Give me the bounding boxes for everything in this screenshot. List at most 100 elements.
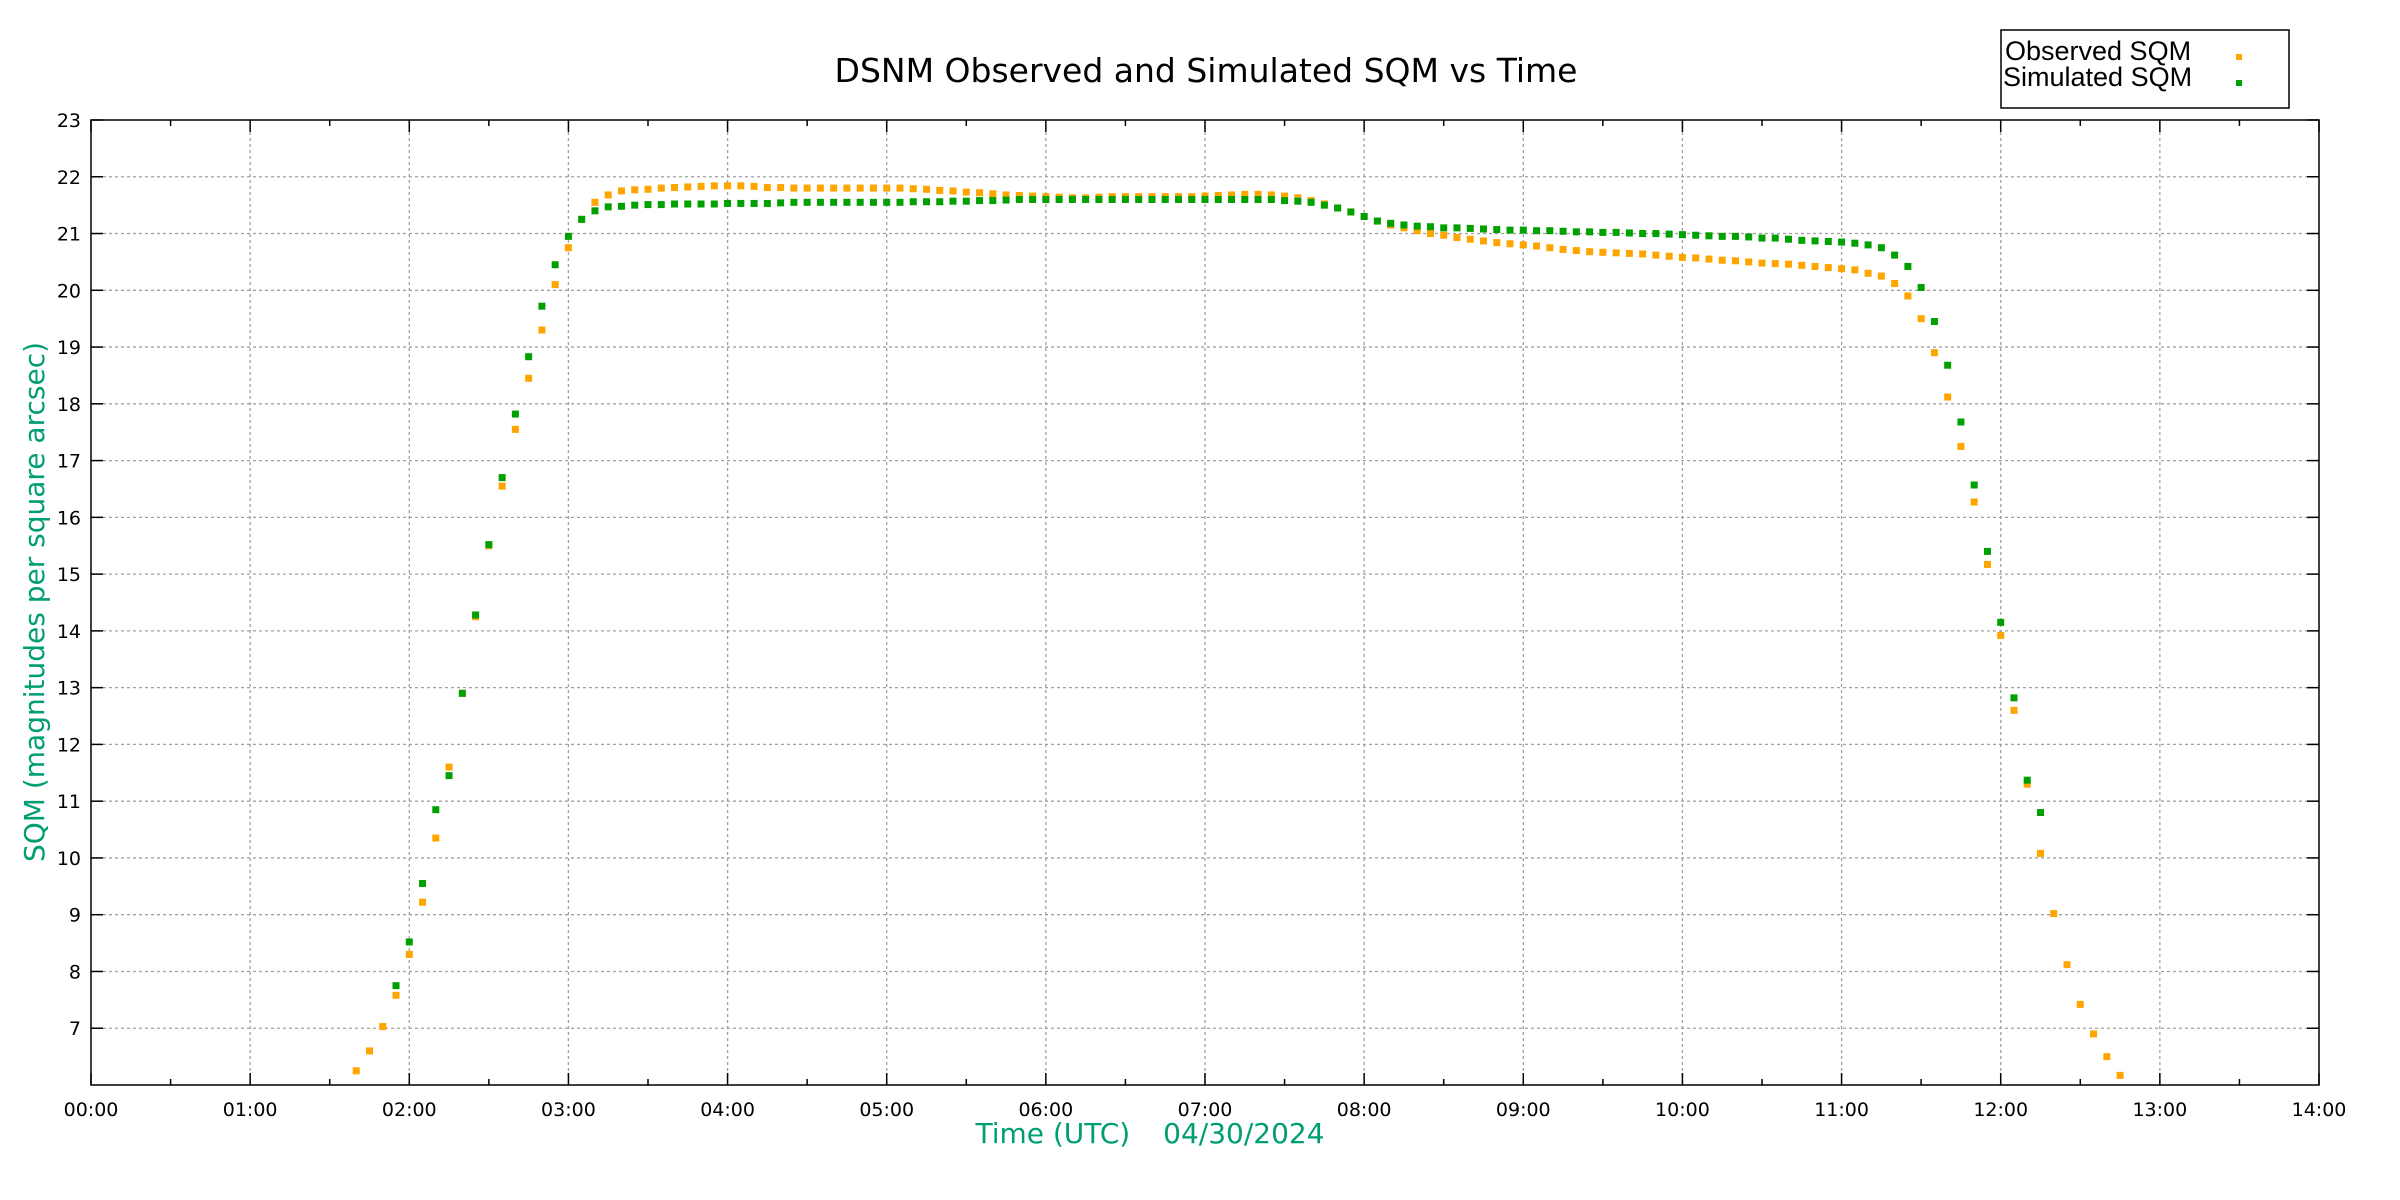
- y-tick-label: 13: [57, 678, 81, 700]
- simulated-point: [1347, 208, 1355, 216]
- observed-point: [1241, 190, 1249, 198]
- simulated-point: [763, 199, 771, 207]
- simulated-point: [869, 198, 877, 206]
- observed-point: [1586, 248, 1594, 256]
- observed-point: [1864, 269, 1872, 277]
- simulated-point: [1639, 230, 1647, 238]
- simulated-point: [657, 201, 665, 209]
- simulated-point: [883, 198, 891, 206]
- y-tick-label: 21: [57, 224, 81, 246]
- observed-point: [419, 898, 427, 906]
- simulated-point: [1108, 195, 1116, 203]
- observed-point: [1267, 191, 1275, 199]
- simulated-point: [936, 198, 944, 206]
- simulated-point: [392, 982, 400, 990]
- observed-point: [1519, 241, 1527, 249]
- simulated-point: [1944, 361, 1952, 369]
- observed-point: [1015, 191, 1023, 199]
- simulated-point: [1798, 236, 1806, 244]
- simulated-point: [617, 202, 625, 210]
- simulated-point: [1957, 418, 1965, 426]
- simulated-point: [578, 215, 586, 223]
- observed-point: [604, 191, 612, 199]
- simulated-point: [538, 302, 546, 310]
- y-tick-label: 14: [57, 621, 81, 643]
- simulated-point: [843, 198, 851, 206]
- observed-point: [1413, 227, 1421, 235]
- simulated-point: [1334, 204, 1342, 212]
- simulated-point: [1917, 283, 1925, 291]
- simulated-point: [1506, 226, 1514, 234]
- observed-point: [1891, 279, 1899, 287]
- observed-point: [763, 184, 771, 192]
- x-tick-label: 12:00: [1973, 1099, 2028, 1121]
- simulated-point: [419, 879, 427, 887]
- simulated-point: [1095, 195, 1103, 203]
- y-tick-label: 23: [57, 110, 81, 132]
- observed-point: [777, 184, 785, 192]
- simulated-point: [1877, 244, 1885, 252]
- simulated-point: [1440, 224, 1448, 232]
- observed-point: [564, 244, 572, 252]
- simulated-point: [1665, 230, 1673, 238]
- simulated-point: [1241, 195, 1249, 203]
- observed-point: [962, 188, 970, 196]
- y-tick-label: 9: [69, 905, 81, 927]
- observed-point: [790, 184, 798, 192]
- observed-point: [1214, 191, 1222, 199]
- observed-point: [1466, 235, 1474, 243]
- x-tick-label: 00:00: [64, 1099, 119, 1121]
- observed-point: [1957, 442, 1965, 450]
- x-tick-label: 03:00: [541, 1099, 596, 1121]
- simulated-point: [1480, 225, 1487, 233]
- simulated-point: [1599, 228, 1607, 236]
- simulated-point: [1254, 195, 1262, 203]
- observed-point: [1639, 250, 1647, 258]
- observed-point: [525, 374, 533, 382]
- observed-point: [1678, 253, 1686, 261]
- simulated-point: [1758, 234, 1766, 242]
- simulated-point: [1652, 230, 1660, 238]
- simulated-point: [1824, 237, 1832, 245]
- simulated-point: [1970, 481, 1978, 489]
- observed-point: [1652, 251, 1660, 259]
- legend-marker-simulated: [2236, 80, 2242, 86]
- simulated-point: [989, 197, 997, 205]
- y-axis-label: SQM (magnitudes per square arcsec): [18, 342, 51, 862]
- simulated-point: [1400, 221, 1408, 229]
- simulated-point: [1466, 224, 1474, 232]
- simulated-point: [1029, 195, 1037, 203]
- observed-point: [1877, 272, 1885, 280]
- simulated-point: [1692, 231, 1700, 239]
- observed-point: [909, 185, 917, 193]
- observed-point: [631, 186, 639, 194]
- grid: [91, 120, 2319, 1085]
- observed-point: [856, 184, 864, 192]
- observed-point: [869, 184, 877, 192]
- simulated-point: [1997, 618, 2005, 626]
- simulated-point: [631, 201, 639, 209]
- simulated-point: [1201, 195, 1209, 203]
- observed-point: [724, 182, 732, 190]
- simulated-point: [498, 474, 506, 482]
- observed-point: [511, 425, 519, 433]
- observed-point: [830, 184, 838, 192]
- simulated-point: [1625, 229, 1633, 237]
- y-tick-label: 18: [57, 394, 81, 416]
- observed-point: [2037, 849, 2044, 857]
- simulated-point: [803, 198, 811, 206]
- observed-point: [1453, 234, 1461, 242]
- x-tick-label: 07:00: [1178, 1099, 1233, 1121]
- legend-label-observed: Observed SQM: [2005, 36, 2191, 66]
- x-tick-label: 14:00: [2292, 1099, 2347, 1121]
- y-tick-label: 22: [57, 167, 81, 189]
- simulated-point: [2037, 809, 2044, 817]
- observed-point: [1983, 560, 1991, 568]
- observed-point: [671, 184, 679, 192]
- observed-point: [1771, 260, 1779, 268]
- x-axis-title: Time (UTC): [974, 1117, 1130, 1150]
- x-tick-label: 04:00: [700, 1099, 755, 1121]
- y-tick-label: 15: [57, 564, 81, 586]
- simulated-point: [697, 200, 705, 208]
